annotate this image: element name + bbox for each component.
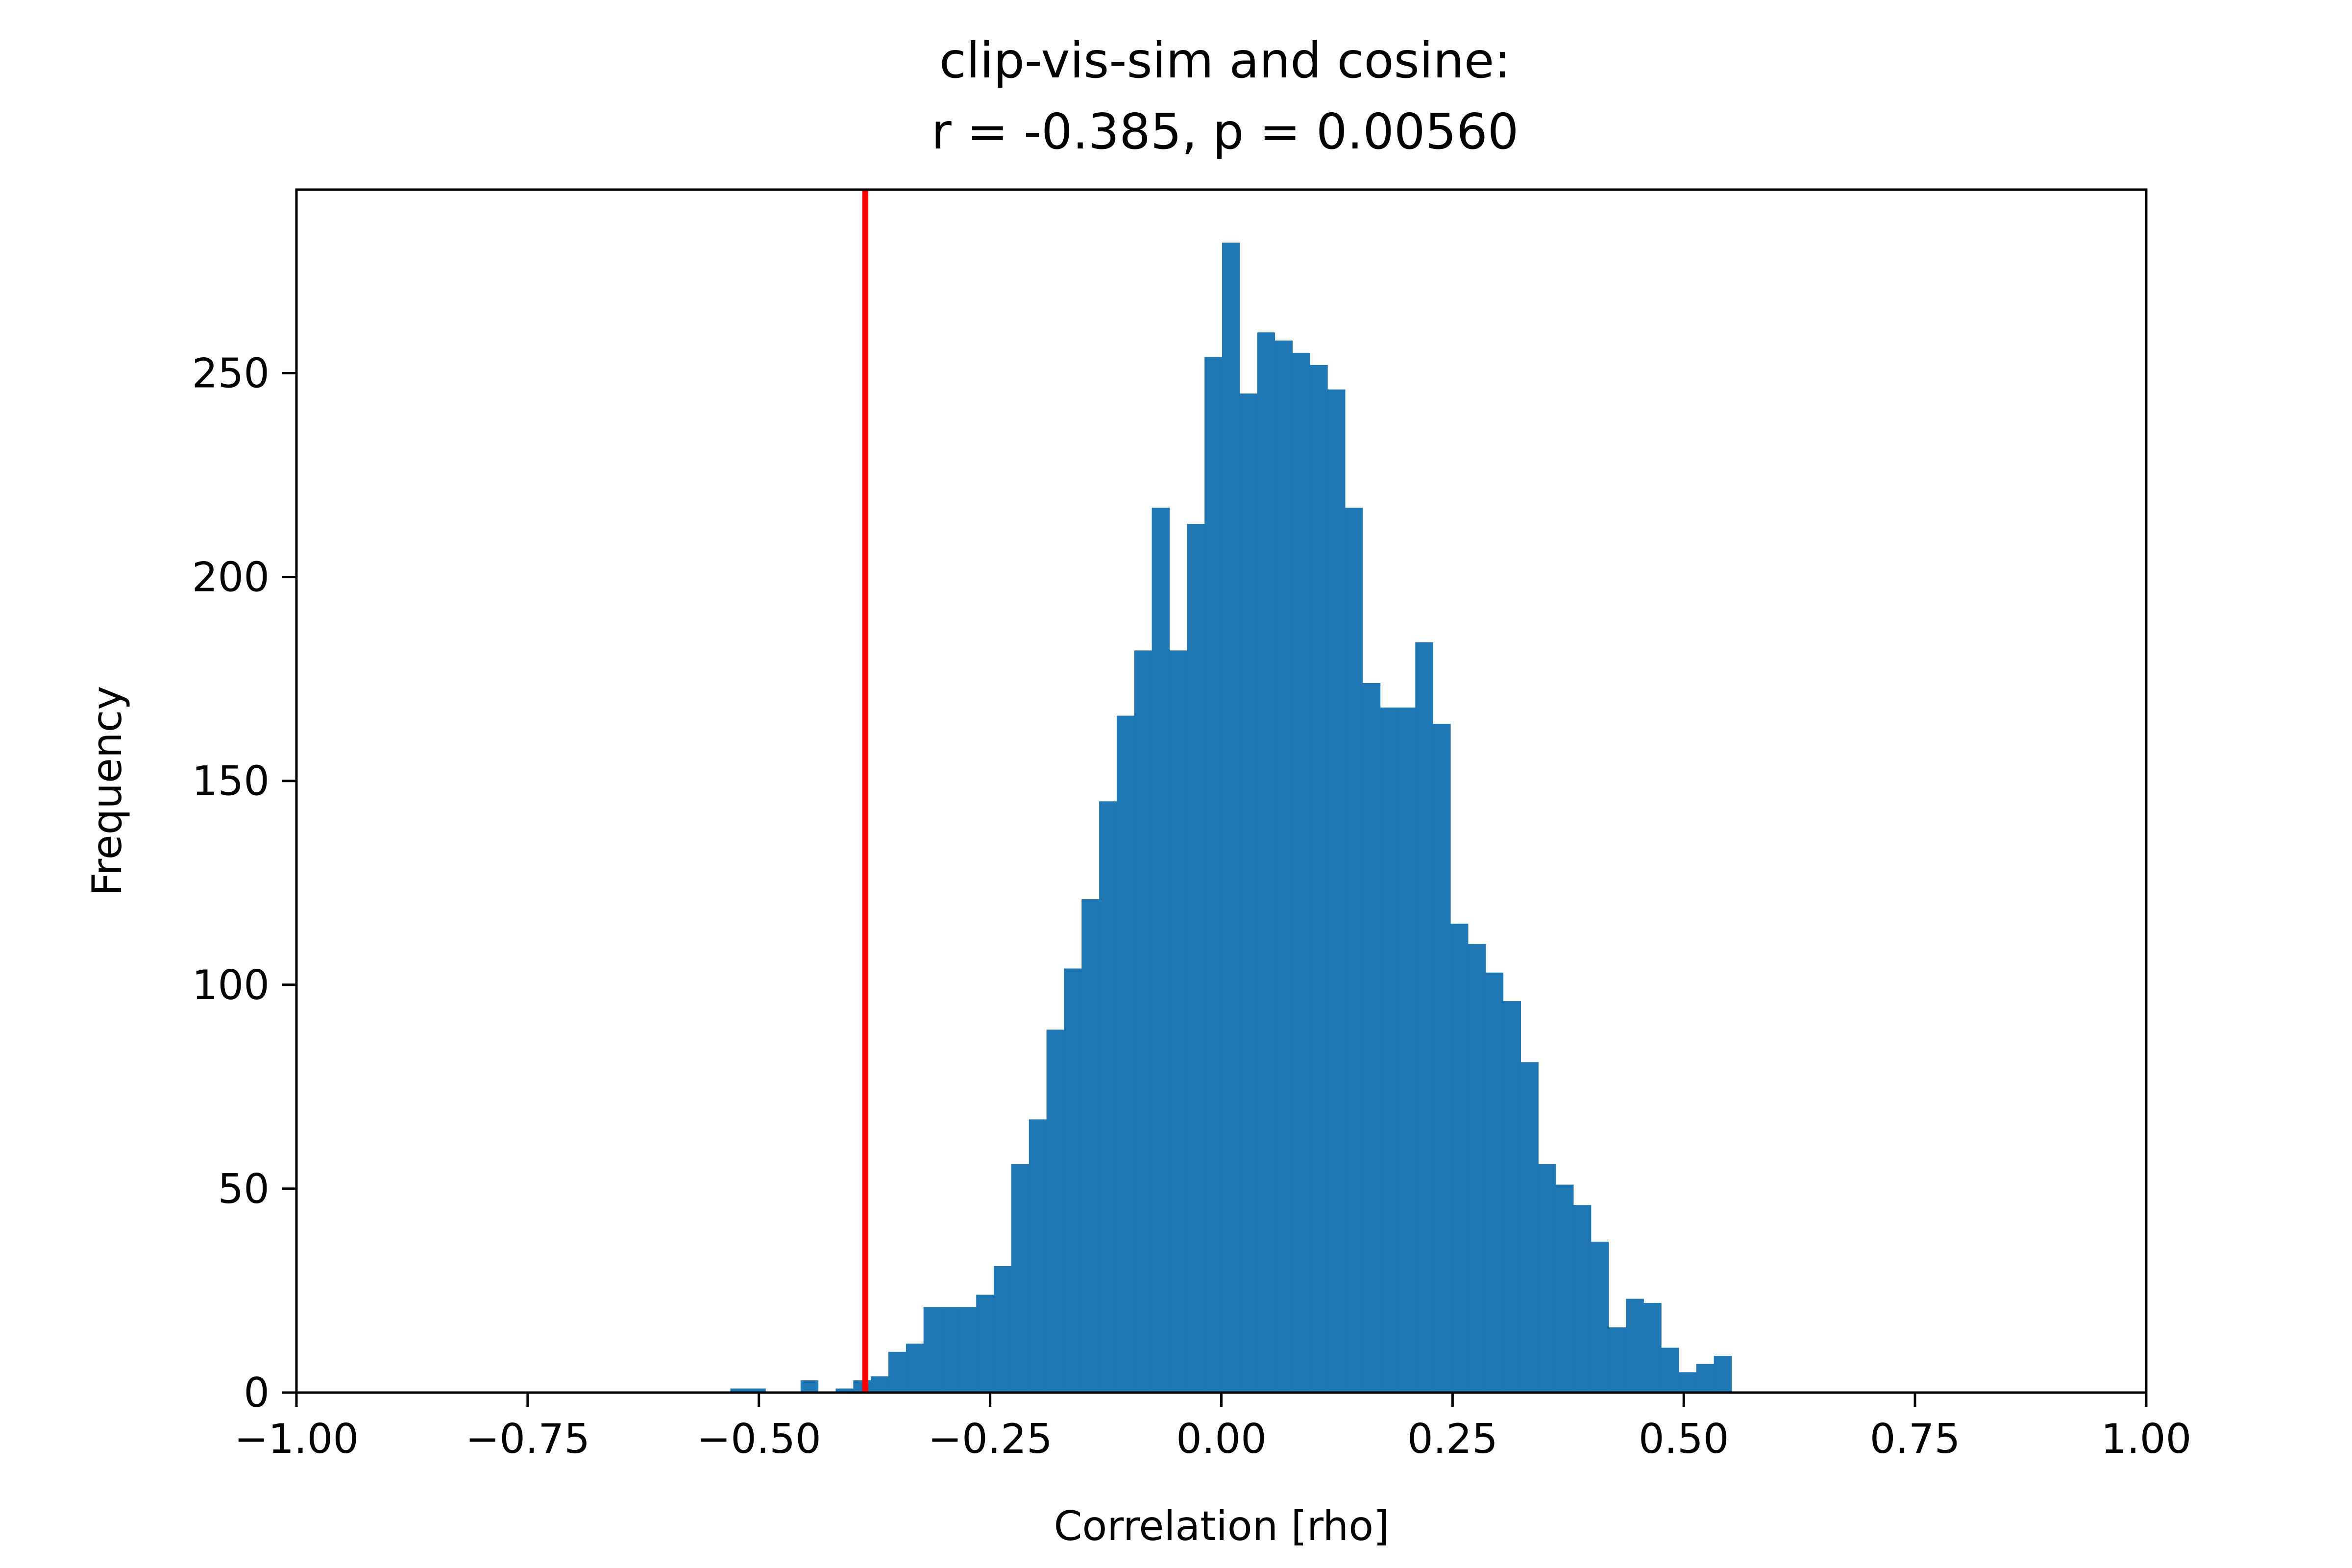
histogram-bar (1415, 642, 1433, 1393)
histogram-bar (923, 1307, 942, 1393)
histogram-bar (941, 1307, 959, 1393)
y-tick-label: 250 (192, 349, 270, 397)
histogram-bar (888, 1351, 906, 1393)
x-tick-label: 0.25 (1407, 1415, 1498, 1463)
x-tick-label: 1.00 (2101, 1415, 2192, 1463)
histogram-bar (1292, 352, 1310, 1393)
histogram-bar (1029, 1119, 1047, 1393)
histogram-bar (1239, 393, 1258, 1393)
histogram-bar (1520, 1062, 1539, 1393)
x-axis-label: Correlation [rho] (1054, 1502, 1390, 1550)
histogram-bar (1099, 801, 1117, 1393)
histogram-bar (1433, 724, 1451, 1393)
histogram-bar (1222, 243, 1240, 1393)
histogram-bar (1274, 340, 1293, 1393)
x-tick-label: −0.75 (466, 1415, 590, 1463)
histogram-bar (994, 1266, 1012, 1393)
histogram-bar (1573, 1205, 1592, 1393)
histogram-bar (976, 1295, 994, 1393)
x-tick-label: −0.25 (928, 1415, 1052, 1463)
histogram-bar (1678, 1372, 1697, 1393)
histogram-bar (1011, 1164, 1029, 1393)
histogram-bar (1556, 1184, 1574, 1393)
y-tick-label: 150 (192, 758, 270, 805)
x-tick-label: −0.50 (697, 1415, 821, 1463)
histogram-bar (1046, 1029, 1065, 1393)
histogram-bar (1468, 944, 1486, 1393)
histogram-bar (1169, 650, 1187, 1393)
y-tick-label: 200 (192, 554, 270, 601)
y-tick-label: 0 (244, 1369, 270, 1417)
y-axis-ticks: 0 50 100 150 200 250 (192, 349, 296, 1417)
histogram-bar (958, 1307, 977, 1393)
histogram-bar (1503, 1001, 1521, 1393)
histogram-bar (1257, 332, 1275, 1393)
histogram-bar (1626, 1298, 1644, 1393)
histogram-bar (748, 1388, 766, 1393)
histogram-bar (1081, 899, 1100, 1393)
histogram-bar (1152, 508, 1170, 1393)
chart-title-line-1: clip-vis-sim and cosine: (939, 32, 1511, 89)
histogram-bar (1696, 1364, 1715, 1393)
histogram-bar (1450, 923, 1469, 1393)
histogram-bar (1608, 1327, 1627, 1393)
histogram-bar (1397, 707, 1416, 1393)
histogram-bar (1380, 707, 1398, 1393)
histogram-bar (853, 1380, 871, 1393)
histogram-bar (835, 1388, 854, 1393)
histogram-bars (730, 243, 1732, 1393)
x-axis-ticks: −1.00 −0.75 −0.50 −0.25 0.00 0.25 0.50 0.75 1.00 (234, 1393, 2192, 1463)
histogram-bar (1538, 1164, 1556, 1393)
histogram-bar (1064, 968, 1082, 1393)
histogram-bar (1643, 1302, 1662, 1393)
y-axis-label: Frequency (83, 686, 131, 896)
plot-area (295, 188, 2148, 1394)
histogram-bar (730, 1388, 748, 1393)
y-tick-label: 50 (218, 1165, 270, 1213)
chart-title-line-2: r = -0.385, p = 0.00560 (931, 103, 1519, 160)
histogram-bar (871, 1376, 889, 1393)
histogram-bar (1661, 1348, 1679, 1393)
x-tick-label: 0.75 (1870, 1415, 1960, 1463)
histogram-bar (1116, 715, 1135, 1393)
histogram-bar (1310, 365, 1328, 1393)
histogram-bar (1362, 683, 1381, 1393)
histogram-bar (906, 1344, 924, 1393)
y-tick-label: 100 (192, 961, 270, 1009)
x-tick-label: −1.00 (234, 1415, 359, 1463)
histogram-bar (1591, 1242, 1609, 1393)
histogram-bar (1327, 389, 1346, 1393)
histogram-bar (1345, 508, 1363, 1393)
histogram-bar (1714, 1356, 1732, 1393)
histogram-bar (1187, 524, 1205, 1393)
histogram-bar (1134, 650, 1152, 1393)
histogram-bar (800, 1380, 819, 1393)
x-tick-label: 0.00 (1176, 1415, 1267, 1463)
x-tick-label: 0.50 (1639, 1415, 1729, 1463)
histogram-bar (1485, 972, 1504, 1393)
histogram-bar (1204, 357, 1223, 1393)
